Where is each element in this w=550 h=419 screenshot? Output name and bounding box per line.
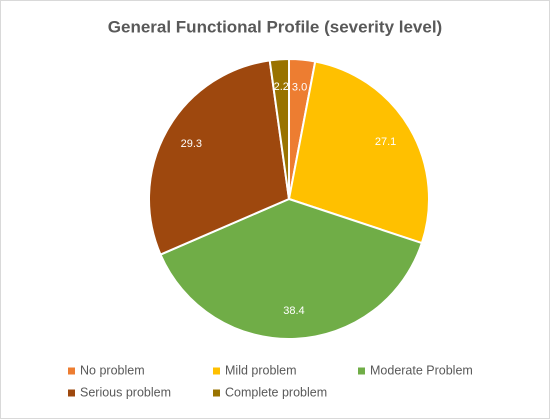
pie-slice (268, 57, 290, 200)
legend-label: Moderate Problem (370, 363, 473, 377)
legend-swatch (213, 389, 220, 397)
legend-label: Complete problem (225, 385, 327, 399)
data-label: 3.0 (292, 81, 307, 93)
data-label: 27.1 (375, 136, 396, 148)
legend-swatch (68, 389, 75, 397)
pie-slice (159, 197, 424, 340)
legend-swatch (358, 367, 365, 375)
legend-swatch (68, 367, 75, 375)
legend-label: Serious problem (80, 385, 171, 399)
legend-label: Mild problem (225, 363, 297, 377)
data-label: 29.3 (181, 138, 202, 150)
pie-slice (287, 60, 430, 245)
data-label: 38.4 (283, 305, 304, 317)
legend-label: No problem (80, 363, 145, 377)
legend-swatch (213, 367, 220, 375)
chart-title: General Functional Profile (severity lev… (108, 17, 442, 36)
data-label: 2.2 (274, 81, 289, 93)
pie-slice (148, 59, 291, 256)
